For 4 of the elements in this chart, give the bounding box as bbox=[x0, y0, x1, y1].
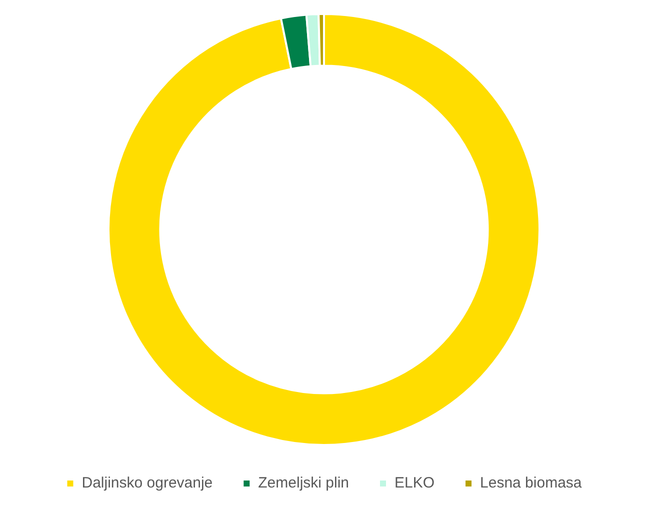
legend-label: Daljinsko ogrevanje bbox=[82, 474, 213, 492]
legend-label: Zemeljski plin bbox=[258, 474, 350, 492]
legend-label: ELKO bbox=[394, 474, 435, 492]
legend-label: Lesna biomasa bbox=[480, 474, 582, 492]
